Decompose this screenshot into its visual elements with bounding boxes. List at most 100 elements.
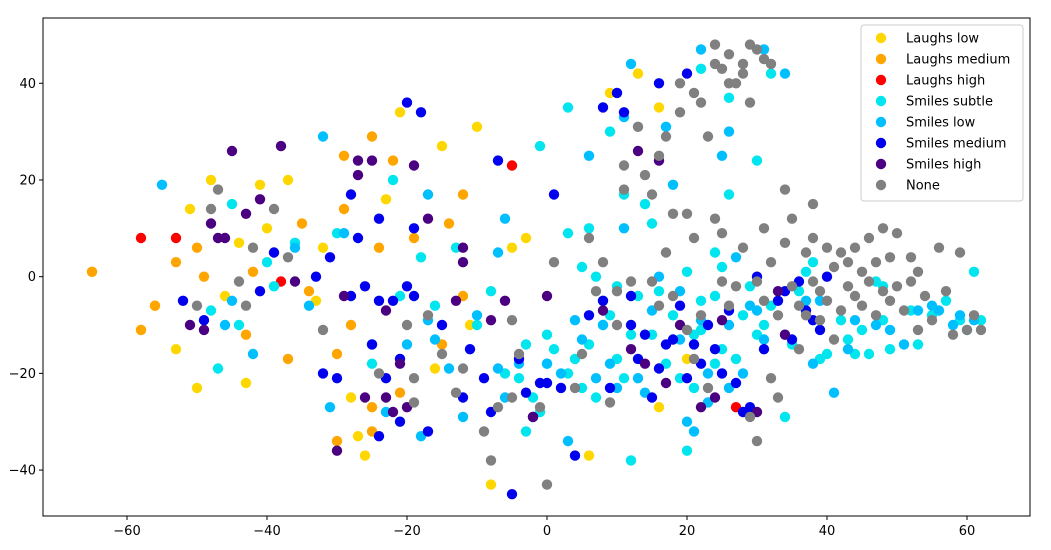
data-point <box>975 324 987 336</box>
data-point <box>492 402 504 413</box>
data-point <box>548 189 560 200</box>
data-point <box>716 368 728 379</box>
data-point <box>688 232 700 244</box>
data-point <box>653 402 665 413</box>
data-point <box>821 242 833 253</box>
data-point <box>401 339 413 350</box>
data-point <box>660 121 672 132</box>
data-point <box>681 208 693 219</box>
data-point <box>716 150 728 161</box>
data-point <box>380 392 392 403</box>
data-point <box>233 237 245 248</box>
data-point <box>457 189 469 200</box>
data-point <box>863 348 875 360</box>
data-point <box>646 189 658 200</box>
data-point <box>310 271 322 282</box>
data-point <box>912 324 924 336</box>
legend-label: Laughs high <box>906 74 985 89</box>
data-point <box>527 411 539 423</box>
data-point <box>254 179 266 190</box>
data-point <box>751 276 763 287</box>
data-point <box>450 387 462 398</box>
data-point <box>583 310 595 321</box>
data-point <box>506 392 518 403</box>
data-point <box>450 295 462 306</box>
data-point <box>618 160 630 171</box>
data-point <box>436 319 448 331</box>
data-point <box>653 300 665 311</box>
data-point <box>842 281 854 292</box>
data-point <box>758 295 770 306</box>
legend-marker <box>875 53 887 65</box>
data-point <box>625 344 637 355</box>
y-tick-label: −40 <box>9 464 36 479</box>
data-point <box>86 266 98 277</box>
data-point <box>422 189 434 200</box>
data-point <box>730 78 742 89</box>
data-point <box>709 39 721 50</box>
data-point <box>191 242 203 253</box>
series-0 <box>86 68 693 490</box>
data-point <box>429 363 441 374</box>
data-point <box>373 368 385 379</box>
data-point <box>919 290 931 302</box>
data-point <box>730 353 742 365</box>
data-point <box>807 232 819 244</box>
data-point <box>821 271 833 282</box>
data-point <box>716 276 728 287</box>
data-point <box>492 363 504 374</box>
data-point <box>345 189 357 200</box>
data-point <box>709 290 721 302</box>
data-point <box>653 102 665 113</box>
data-point <box>513 373 525 384</box>
data-point <box>947 329 959 340</box>
data-point <box>506 315 518 326</box>
legend-label: Smiles low <box>906 116 976 131</box>
data-point <box>737 68 749 79</box>
data-point <box>548 257 560 268</box>
data-point <box>135 324 147 336</box>
data-point <box>226 198 238 210</box>
data-point <box>765 58 777 70</box>
data-point <box>240 377 252 389</box>
data-point <box>415 107 427 118</box>
data-point <box>478 373 490 384</box>
data-point <box>366 358 378 369</box>
legend-label: None <box>906 179 940 194</box>
data-point <box>289 242 301 253</box>
data-point <box>583 450 595 461</box>
data-point <box>471 121 483 132</box>
data-point <box>408 160 420 171</box>
data-point <box>842 344 854 355</box>
data-point <box>681 445 693 456</box>
data-point <box>786 281 798 292</box>
data-point <box>331 435 343 447</box>
data-point <box>408 223 420 234</box>
data-point <box>716 315 728 326</box>
data-point <box>849 315 861 326</box>
data-point <box>534 140 546 152</box>
data-point <box>660 247 672 258</box>
data-point <box>807 198 819 210</box>
data-point <box>240 208 252 219</box>
data-point <box>331 445 343 456</box>
data-point <box>884 252 896 263</box>
data-point <box>772 310 784 321</box>
data-point <box>212 363 224 374</box>
data-point <box>506 242 518 253</box>
data-point <box>373 431 385 442</box>
data-point <box>352 431 364 442</box>
data-point <box>737 242 749 253</box>
data-point <box>541 479 553 490</box>
series-7 <box>191 39 987 490</box>
data-point <box>723 189 735 200</box>
data-point <box>149 300 161 311</box>
data-point <box>625 319 637 331</box>
data-point <box>765 373 777 384</box>
data-point <box>331 348 343 360</box>
data-point <box>268 281 280 292</box>
data-point <box>548 344 560 355</box>
data-point <box>625 276 637 287</box>
data-point <box>261 257 273 268</box>
